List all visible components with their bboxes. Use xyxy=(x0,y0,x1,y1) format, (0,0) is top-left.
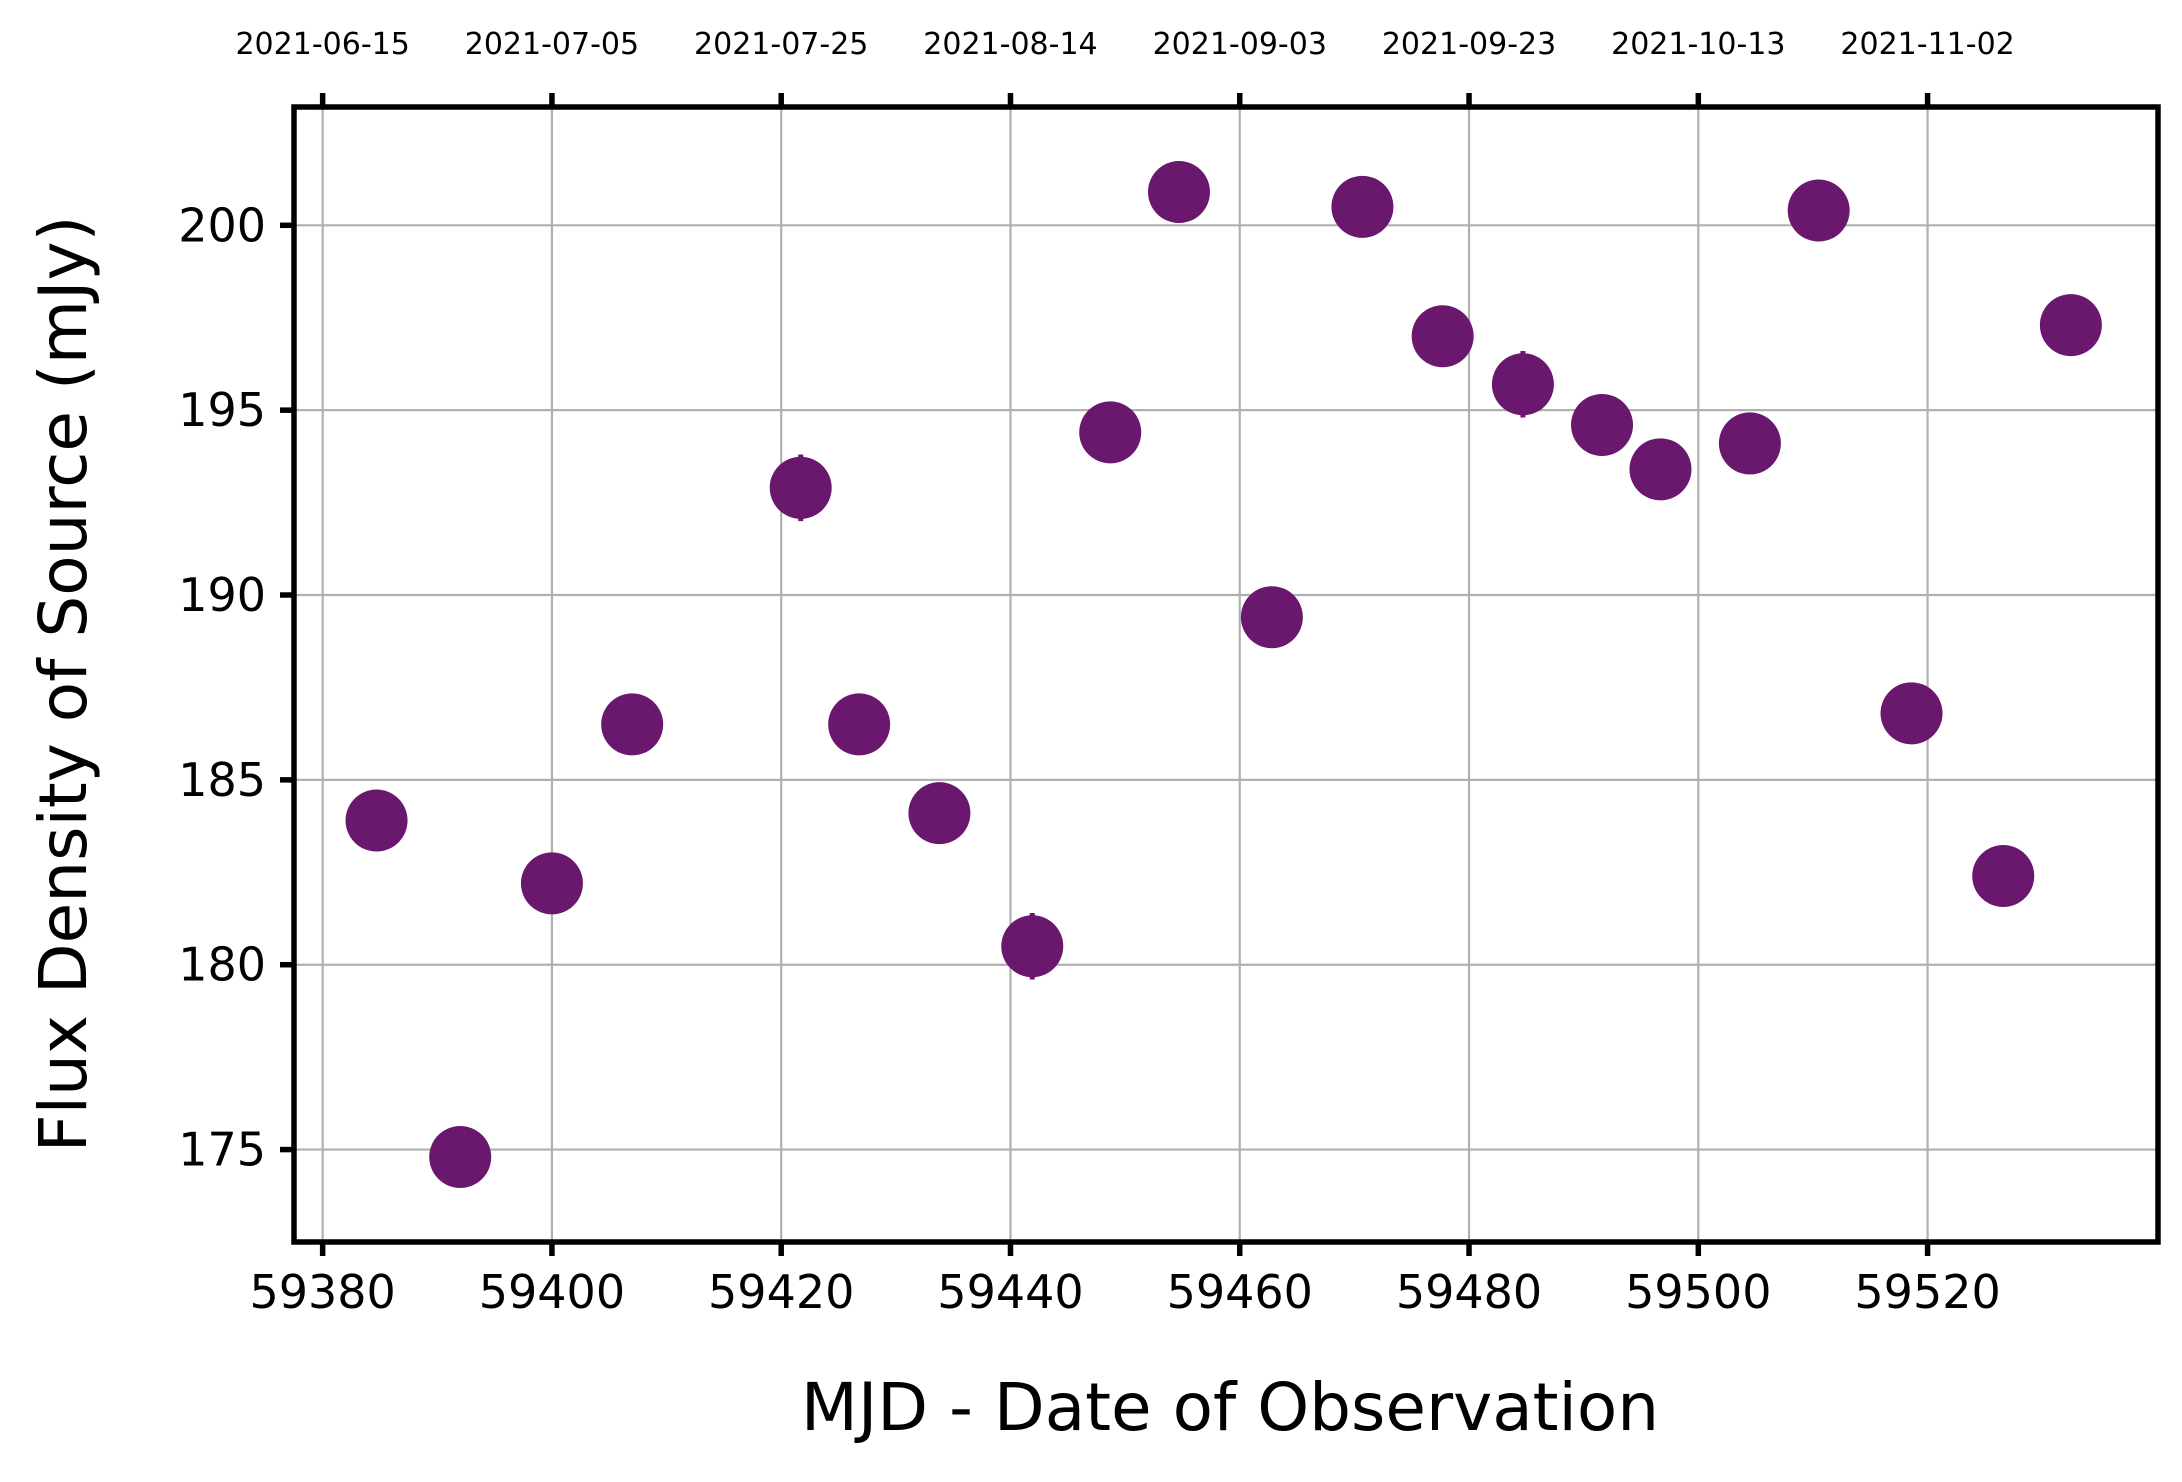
top-x-tick-label: 2021-09-23 xyxy=(1382,27,1556,62)
data-point xyxy=(2039,294,2102,357)
x-tick-label: 59400 xyxy=(479,1265,625,1319)
data-point xyxy=(601,693,664,756)
data-point xyxy=(1972,844,2035,907)
y-tick-label: 180 xyxy=(178,938,266,992)
x-tick-label: 59460 xyxy=(1167,1265,1313,1319)
tick-labels: 59380 59400 59420 59440 59460 59480 59500 59520… xyxy=(178,27,2015,1319)
data-point xyxy=(1331,175,1394,238)
data-point xyxy=(1079,401,1142,464)
data-point xyxy=(1147,161,1210,224)
data-point xyxy=(429,1125,492,1188)
data-point xyxy=(1571,393,1634,456)
y-axis-title: Flux Density of Source (mJy) xyxy=(25,216,102,1153)
y-tick-label: 185 xyxy=(178,753,266,807)
data-point xyxy=(828,693,891,756)
x-tick-label: 59380 xyxy=(249,1265,395,1319)
x-tick-label: 59420 xyxy=(708,1265,854,1319)
y-tick-label: 190 xyxy=(178,568,266,622)
y-tick-label: 175 xyxy=(178,1123,266,1177)
data-point xyxy=(1629,438,1692,501)
top-x-tick-label: 2021-07-05 xyxy=(465,27,639,62)
axis-ticks xyxy=(280,93,1931,1256)
top-x-tick-label: 2021-06-15 xyxy=(235,27,409,62)
data-point xyxy=(1787,179,1850,242)
data-point xyxy=(908,782,971,845)
data-point xyxy=(1491,353,1554,416)
data-point xyxy=(1411,305,1474,368)
top-x-tick-label: 2021-10-13 xyxy=(1611,27,1785,62)
data-point xyxy=(520,852,583,915)
y-tick-label: 195 xyxy=(178,383,266,437)
plot-frame xyxy=(291,104,2161,1245)
data-points xyxy=(345,161,2102,1188)
x-tick-label: 59440 xyxy=(937,1265,1083,1319)
error-bars xyxy=(374,180,2074,1169)
x-axis-title: MJD - Date of Observation xyxy=(801,1369,1659,1446)
top-x-tick-label: 2021-07-25 xyxy=(694,27,868,62)
top-x-tick-label: 2021-08-14 xyxy=(923,27,1097,62)
data-point xyxy=(1001,915,1064,978)
top-x-tick-label: 2021-11-02 xyxy=(1840,27,2014,62)
x-tick-label: 59480 xyxy=(1396,1265,1542,1319)
top-x-tick-label: 2021-09-03 xyxy=(1153,27,1327,62)
data-point xyxy=(345,789,408,852)
data-point xyxy=(1240,586,1303,649)
data-point xyxy=(1718,412,1781,475)
x-tick-label: 59520 xyxy=(1854,1265,2000,1319)
grid xyxy=(294,107,2158,1242)
data-point xyxy=(769,456,832,519)
x-tick-label: 59500 xyxy=(1625,1265,1771,1319)
y-tick-label: 200 xyxy=(178,198,266,252)
data-point xyxy=(1880,682,1943,745)
